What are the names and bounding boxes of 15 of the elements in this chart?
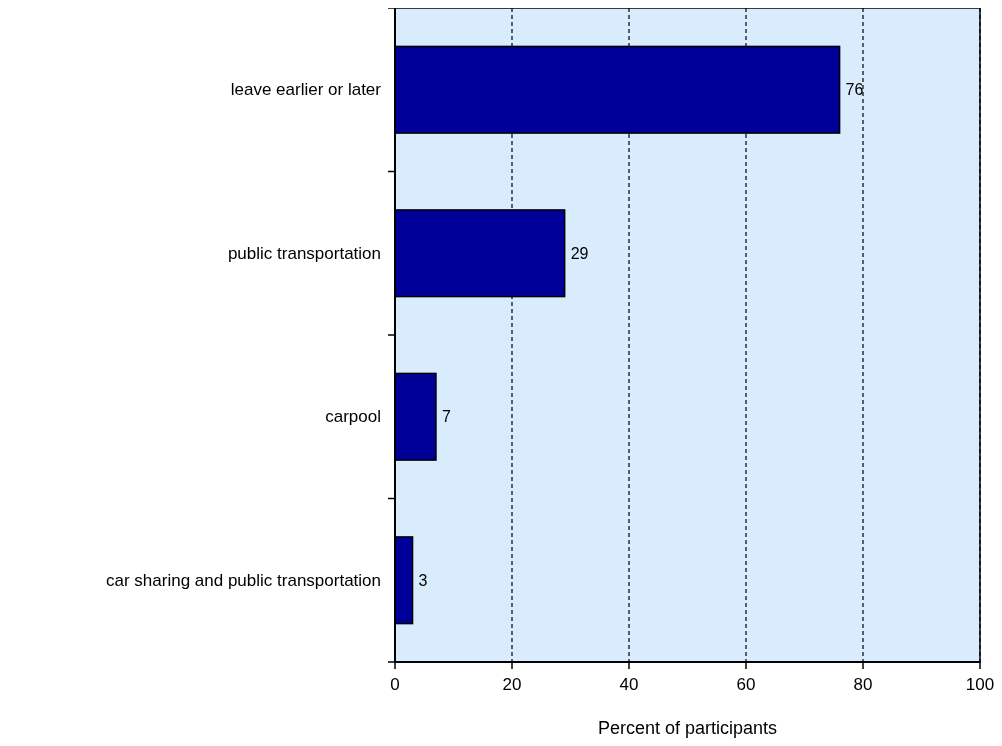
x-tick-label: 60: [736, 675, 756, 694]
y-tick-label: car sharing and public transportation: [106, 570, 381, 590]
x-tick-label: 20: [502, 675, 522, 694]
data-label: 3: [418, 571, 428, 589]
y-tick-label: leave earlier or later: [230, 80, 382, 100]
x-tick-label: 0: [390, 675, 400, 694]
x-tick-label: 100: [965, 675, 995, 694]
data-label: 29: [570, 244, 589, 262]
data-label: 7: [441, 408, 451, 426]
y-tick-label: carpool: [325, 407, 381, 427]
x-tick-label: 40: [619, 675, 639, 694]
y-tick-label: public transportation: [227, 243, 381, 263]
x-tick-label: 80: [853, 675, 873, 694]
x-axis-title: Percent of participants: [597, 718, 778, 738]
data-label: 76: [845, 81, 864, 99]
